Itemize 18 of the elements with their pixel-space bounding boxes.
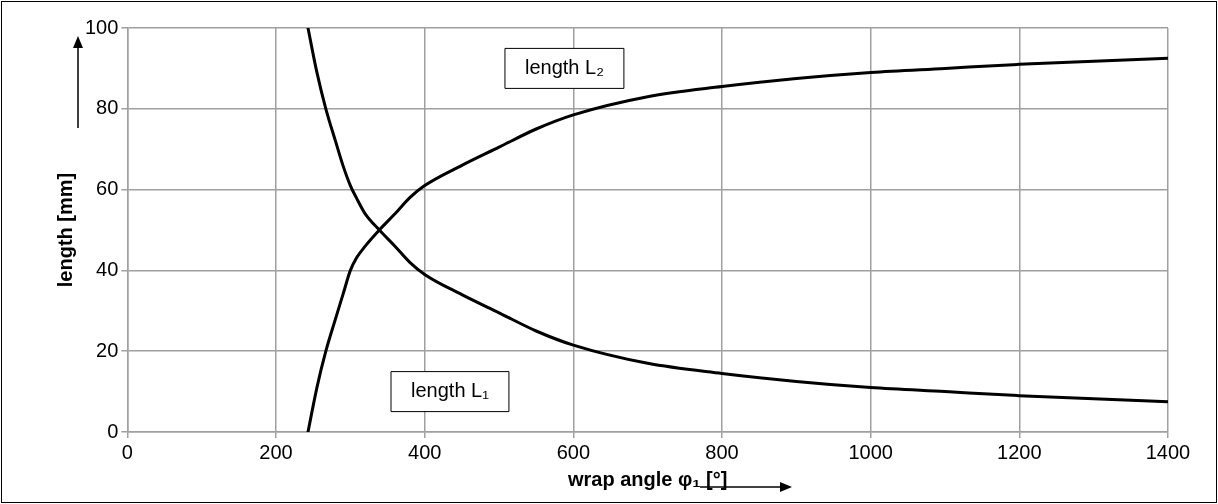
x-tick-label: 200 <box>259 440 293 463</box>
y-tick-label: 100 <box>84 15 119 38</box>
y-tick-label: 40 <box>96 257 119 280</box>
annotation: length L₂ <box>524 55 604 78</box>
x-axis-title: wrap angle φ₁ [°] <box>566 467 728 490</box>
annotation: length L₁ <box>411 379 490 402</box>
x-tick-label: 1200 <box>997 440 1042 463</box>
x-tick-label: 600 <box>556 440 591 463</box>
y-tick-label: 80 <box>96 96 119 119</box>
x-tick-label: 1400 <box>1145 440 1191 463</box>
x-tick-label: 0 <box>121 440 133 463</box>
y-tick-label: 60 <box>96 177 119 200</box>
x-tick-label: 800 <box>705 440 739 463</box>
x-tick-label: 1000 <box>848 440 893 463</box>
y-tick-label: 0 <box>107 419 119 442</box>
y-axis-title: length [mm] <box>53 172 76 288</box>
y-tick-label: 20 <box>96 338 119 361</box>
x-tick-label: 400 <box>408 440 442 463</box>
